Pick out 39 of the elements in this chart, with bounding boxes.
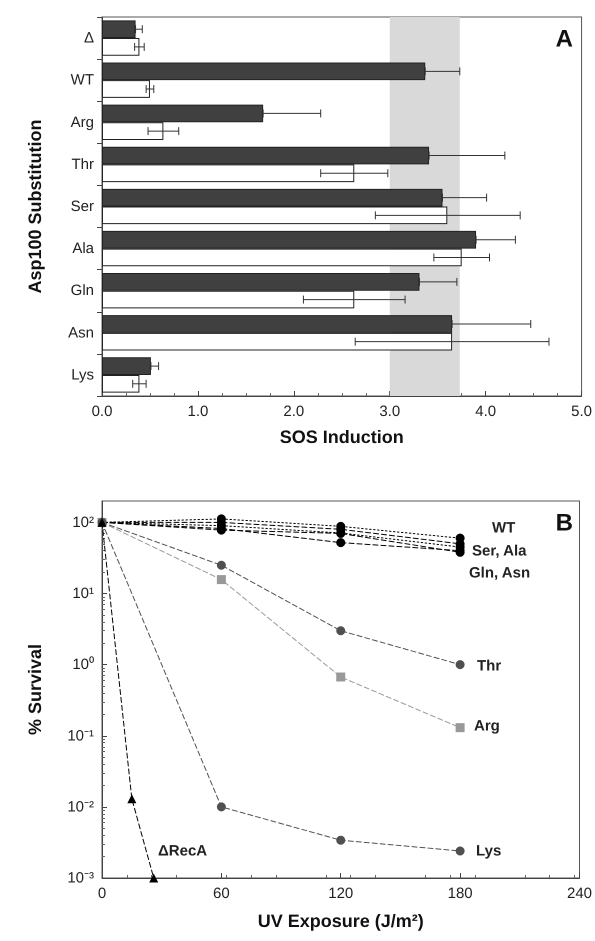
y-tick-label: 10⁻²	[67, 798, 94, 816]
x-tick-label: 180	[448, 885, 473, 902]
x-tick-label: 1.0	[187, 403, 208, 420]
y-tick-label: Ser	[70, 198, 94, 215]
annotation: Thr	[477, 658, 502, 674]
annotation: WT	[492, 520, 516, 536]
y-tick-label: 10⁰	[72, 656, 94, 674]
y-tick-label: Ala	[72, 240, 95, 258]
y-axis-title: Asp100 Substitution	[25, 119, 45, 294]
x-axis-title: UV Exposure (J/m²)	[258, 911, 424, 931]
y-tick-label: 10²	[72, 514, 94, 531]
x-tick-label: 240	[566, 885, 592, 902]
x-tick-label: 2.0	[283, 403, 304, 420]
y-axis-title: % Survival	[25, 644, 45, 736]
y-tick-label: Thr	[72, 156, 94, 173]
y-tick-label: Δ	[84, 30, 94, 47]
y-tick-label: 10⁻¹	[67, 727, 94, 744]
y-tick-label: Arg	[70, 114, 94, 131]
y-tick-label: WT	[70, 72, 94, 89]
y-tick-label: Lys	[71, 366, 94, 384]
x-tick-label: 60	[213, 885, 230, 902]
x-tick-label: 4.0	[475, 403, 496, 420]
y-tick-label: Asn	[68, 324, 94, 342]
annotation: Lys	[476, 842, 502, 860]
y-tick-label: 10¹	[72, 585, 94, 602]
annotation: ΔRecA	[158, 842, 208, 860]
annotation: A	[556, 26, 574, 52]
y-tick-label: 10⁻³	[67, 870, 94, 886]
annotation: B	[556, 510, 574, 536]
x-axis-title: SOS Induction	[280, 427, 404, 447]
y-tick-label: Gln	[70, 282, 94, 300]
x-tick-label: 3.0	[379, 403, 400, 420]
x-tick-label: 120	[328, 885, 354, 902]
annotation: Gln, Asn	[469, 564, 530, 582]
x-tick-label: 0.0	[92, 403, 112, 420]
x-tick-label: 5.0	[571, 403, 592, 420]
annotation: Ser, Ala	[472, 542, 528, 560]
x-tick-label: 0	[98, 885, 106, 902]
annotation: Arg	[474, 718, 500, 734]
